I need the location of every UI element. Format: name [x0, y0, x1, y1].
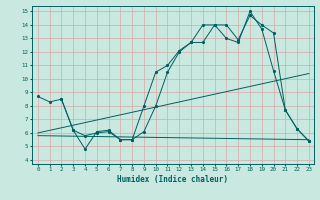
X-axis label: Humidex (Indice chaleur): Humidex (Indice chaleur) [117, 175, 228, 184]
